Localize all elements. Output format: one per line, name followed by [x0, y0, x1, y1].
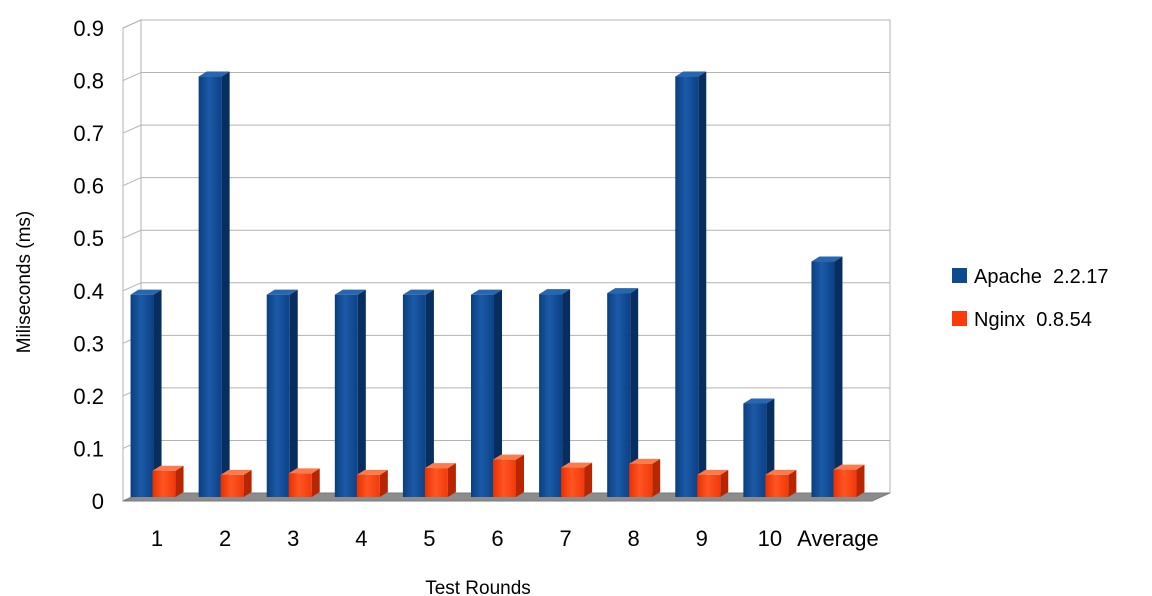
x-tick-label: 8: [628, 526, 640, 551]
bar-apache-3: [267, 290, 298, 497]
y-tick-label: 0.6: [73, 174, 104, 199]
bar-apache-9: [675, 72, 706, 497]
x-tick-label: Average: [797, 526, 879, 551]
bar-apache-1: [131, 290, 162, 497]
x-axis-tick-labels: 1 2 3 4 5 6 7 8 9 10 Average: [151, 526, 879, 551]
y-tick-label: 0.5: [73, 226, 104, 251]
y-axis-tick-labels: 0 0.1 0.2 0.3 0.4 0.5 0.6 0.7 0.8 0.9: [73, 16, 104, 514]
bar-nginx-7: [561, 463, 592, 497]
x-tick-label: 1: [151, 526, 163, 551]
bar-apache-2: [199, 72, 230, 497]
x-axis-title: Test Rounds: [425, 578, 531, 596]
y-tick-label: 0: [92, 489, 104, 514]
bar-apache-4: [335, 290, 366, 497]
plot-area: [123, 20, 890, 501]
legend-swatch-nginx: [952, 311, 967, 326]
bar-nginx-10: [765, 470, 796, 497]
x-tick-label: 10: [758, 526, 782, 551]
x-tick-label: 7: [559, 526, 571, 551]
bar-nginx-8: [629, 459, 660, 497]
y-tick-label: 0.3: [73, 331, 104, 356]
y-tick-label: 0.2: [73, 384, 104, 409]
x-tick-label: 2: [219, 526, 231, 551]
bar-nginx-3: [289, 468, 320, 497]
x-tick-label: 3: [287, 526, 299, 551]
x-tick-label: 9: [696, 526, 708, 551]
plot-back-wall: [141, 20, 890, 493]
y-axis-title: Miliseconds (ms): [14, 211, 35, 354]
x-tick-label: 4: [355, 526, 367, 551]
bar-nginx-average: [833, 465, 864, 497]
bar-nginx-4: [357, 470, 388, 497]
y-tick-label: 0.9: [73, 16, 104, 41]
bar-nginx-5: [425, 463, 456, 497]
legend-label-nginx: Nginx 0.8.54: [974, 309, 1092, 331]
y-tick-label: 0.4: [73, 279, 104, 304]
legend-label-apache: Apache 2.2.17: [974, 266, 1109, 288]
legend: Apache 2.2.17 Nginx 0.8.54: [952, 266, 1109, 331]
bar-nginx-1: [153, 466, 184, 497]
y-tick-label: 0.8: [73, 69, 104, 94]
bar-nginx-2: [221, 470, 252, 497]
bar-nginx-9: [697, 470, 728, 497]
legend-swatch-apache: [952, 268, 967, 283]
bar-nginx-6: [493, 455, 524, 497]
x-tick-label: 6: [491, 526, 503, 551]
bar-apache-average: [811, 257, 842, 497]
y-tick-label: 0.1: [73, 436, 104, 461]
x-tick-label: 5: [423, 526, 435, 551]
y-tick-label: 0.7: [73, 121, 104, 146]
